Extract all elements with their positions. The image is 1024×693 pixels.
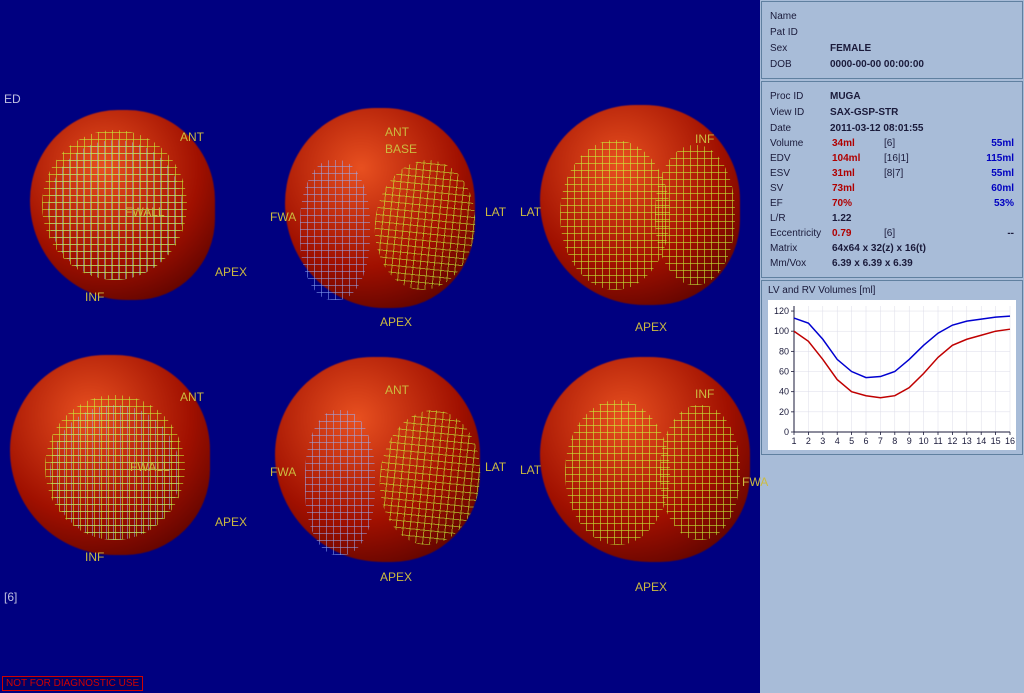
sex-label: Sex — [770, 43, 830, 54]
svg-text:10: 10 — [919, 436, 929, 446]
volume-chart[interactable]: 02040608010012012345678910111213141516 — [768, 300, 1016, 450]
sex-value: FEMALE — [830, 43, 871, 54]
view-cell-5[interactable]: ANT FWA LAT APEX — [260, 345, 510, 625]
chart-title: LV and RV Volumes [ml] — [768, 285, 1016, 296]
metric-esv: ESV31ml[8|7]55ml — [770, 166, 1014, 181]
study-metrics-panel: Proc IDMUGA View IDSAX-GSP-STR Date2011-… — [761, 81, 1023, 278]
view-cell-2[interactable]: ANT BASE FWA LAT APEX — [260, 90, 510, 370]
svg-text:4: 4 — [835, 436, 840, 446]
svg-text:7: 7 — [878, 436, 883, 446]
view-cell-4[interactable]: ANT FWALL APEX INF — [10, 345, 260, 625]
procid-label: Proc ID — [770, 91, 830, 102]
svg-text:14: 14 — [976, 436, 986, 446]
svg-text:0: 0 — [784, 427, 789, 437]
svg-text:2: 2 — [806, 436, 811, 446]
metric-mmvox: Mm/Vox6.39 x 6.39 x 6.39 — [770, 256, 1014, 271]
metric-matrix: Matrix64x64 x 32(z) x 16(t) — [770, 241, 1014, 256]
svg-text:12: 12 — [947, 436, 957, 446]
viewid-value: SAX-GSP-STR — [830, 107, 898, 118]
dob-value: 0000-00-00 00:00:00 — [830, 59, 924, 70]
svg-text:80: 80 — [779, 346, 789, 356]
svg-text:5: 5 — [849, 436, 854, 446]
date-label: Date — [770, 123, 830, 134]
svg-text:60: 60 — [779, 367, 789, 377]
date-value: 2011-03-12 08:01:55 — [830, 123, 923, 134]
svg-text:20: 20 — [779, 407, 789, 417]
view-cell-3[interactable]: LAT INF APEX — [510, 90, 760, 370]
svg-text:6: 6 — [863, 436, 868, 446]
svg-text:100: 100 — [774, 326, 789, 336]
svg-text:11: 11 — [933, 436, 942, 446]
svg-text:1: 1 — [791, 436, 796, 446]
svg-text:16: 16 — [1005, 436, 1015, 446]
metric-ecc: Eccentricity0.79[6]-- — [770, 226, 1014, 241]
svg-text:13: 13 — [962, 436, 972, 446]
metric-lr: L/R1.22 — [770, 211, 1014, 226]
view-cell-1[interactable]: ANT FWALL APEX INF — [10, 90, 260, 370]
metric-ef: EF70%53% — [770, 196, 1014, 211]
info-sidebar: Name Pat ID SexFEMALE DOB0000-00-00 00:0… — [760, 0, 1024, 693]
patid-label: Pat ID — [770, 27, 830, 38]
volume-chart-panel: LV and RV Volumes [ml] 0 20 40 60 80 100 120 12… — [761, 280, 1023, 455]
metric-sv: SV73ml60ml — [770, 181, 1014, 196]
svg-text:9: 9 — [907, 436, 912, 446]
metric-volume: Volume34ml[6]55ml — [770, 136, 1014, 151]
patient-panel: Name Pat ID SexFEMALE DOB0000-00-00 00:0… — [761, 1, 1023, 79]
svg-text:15: 15 — [991, 436, 1001, 446]
svg-text:8: 8 — [892, 436, 897, 446]
view-cell-6[interactable]: LAT INF FWA APEX — [510, 345, 760, 625]
chart-svg: 02040608010012012345678910111213141516 — [768, 300, 1016, 450]
svg-text:3: 3 — [820, 436, 825, 446]
svg-text:40: 40 — [779, 387, 789, 397]
metric-edv: EDV104ml[16|1]115ml — [770, 151, 1014, 166]
dob-label: DOB — [770, 59, 830, 70]
name-label: Name — [770, 11, 830, 22]
viewid-label: View ID — [770, 107, 830, 118]
main-3d-view: ED [6] ANT FWALL APEX INF ANT BASE FWA L… — [0, 0, 760, 693]
procid-value: MUGA — [830, 91, 861, 102]
svg-text:120: 120 — [774, 306, 789, 316]
diagnostic-warning: NOT FOR DIAGNOSTIC USE — [2, 676, 143, 691]
